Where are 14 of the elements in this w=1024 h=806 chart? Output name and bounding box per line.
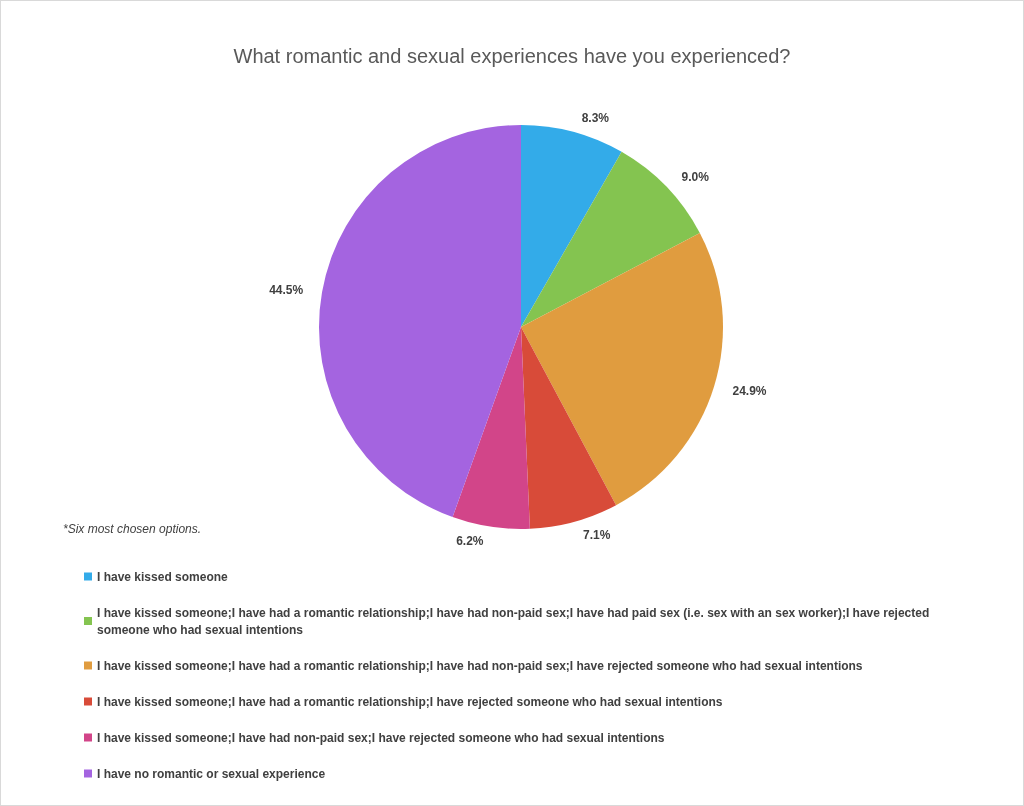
- data-label: 9.0%: [681, 170, 710, 185]
- legend-label: I have kissed someone;I have had a romantic relationship;I have had non-paid sex;I have rejected someone who had sexual intentions: [97, 658, 863, 673]
- text: *Six most chosen options.: [63, 522, 202, 536]
- chart-title: What romantic and sexual experiences have you experienced?: [233, 45, 791, 67]
- legend-label: I have kissed someone;I have had a romantic relationship;I have rejected someone who had sexual intentions: [97, 694, 723, 709]
- legend-label: I have kissed someone: [97, 569, 229, 584]
- data-label: 8.3%: [581, 111, 610, 126]
- legend-label: I have no romantic or sexual experience: [97, 766, 326, 781]
- data-label: 24.9%: [732, 383, 767, 398]
- data-label: 44.5%: [269, 282, 304, 297]
- data-label: 6.2%: [456, 533, 484, 548]
- legend-label: I have kissed someone;I have had non-paid sex;I have rejected someone who had sexual intentions: [97, 730, 665, 745]
- data-label: 7.1%: [583, 528, 611, 543]
- legend-label: I have kissed someone;I have had a romantic relationship;I have had non-paid sex;I have had paid sex (i.e. sex with an sex worker);I have rejected someone who had sexual intentions: [97, 605, 933, 637]
